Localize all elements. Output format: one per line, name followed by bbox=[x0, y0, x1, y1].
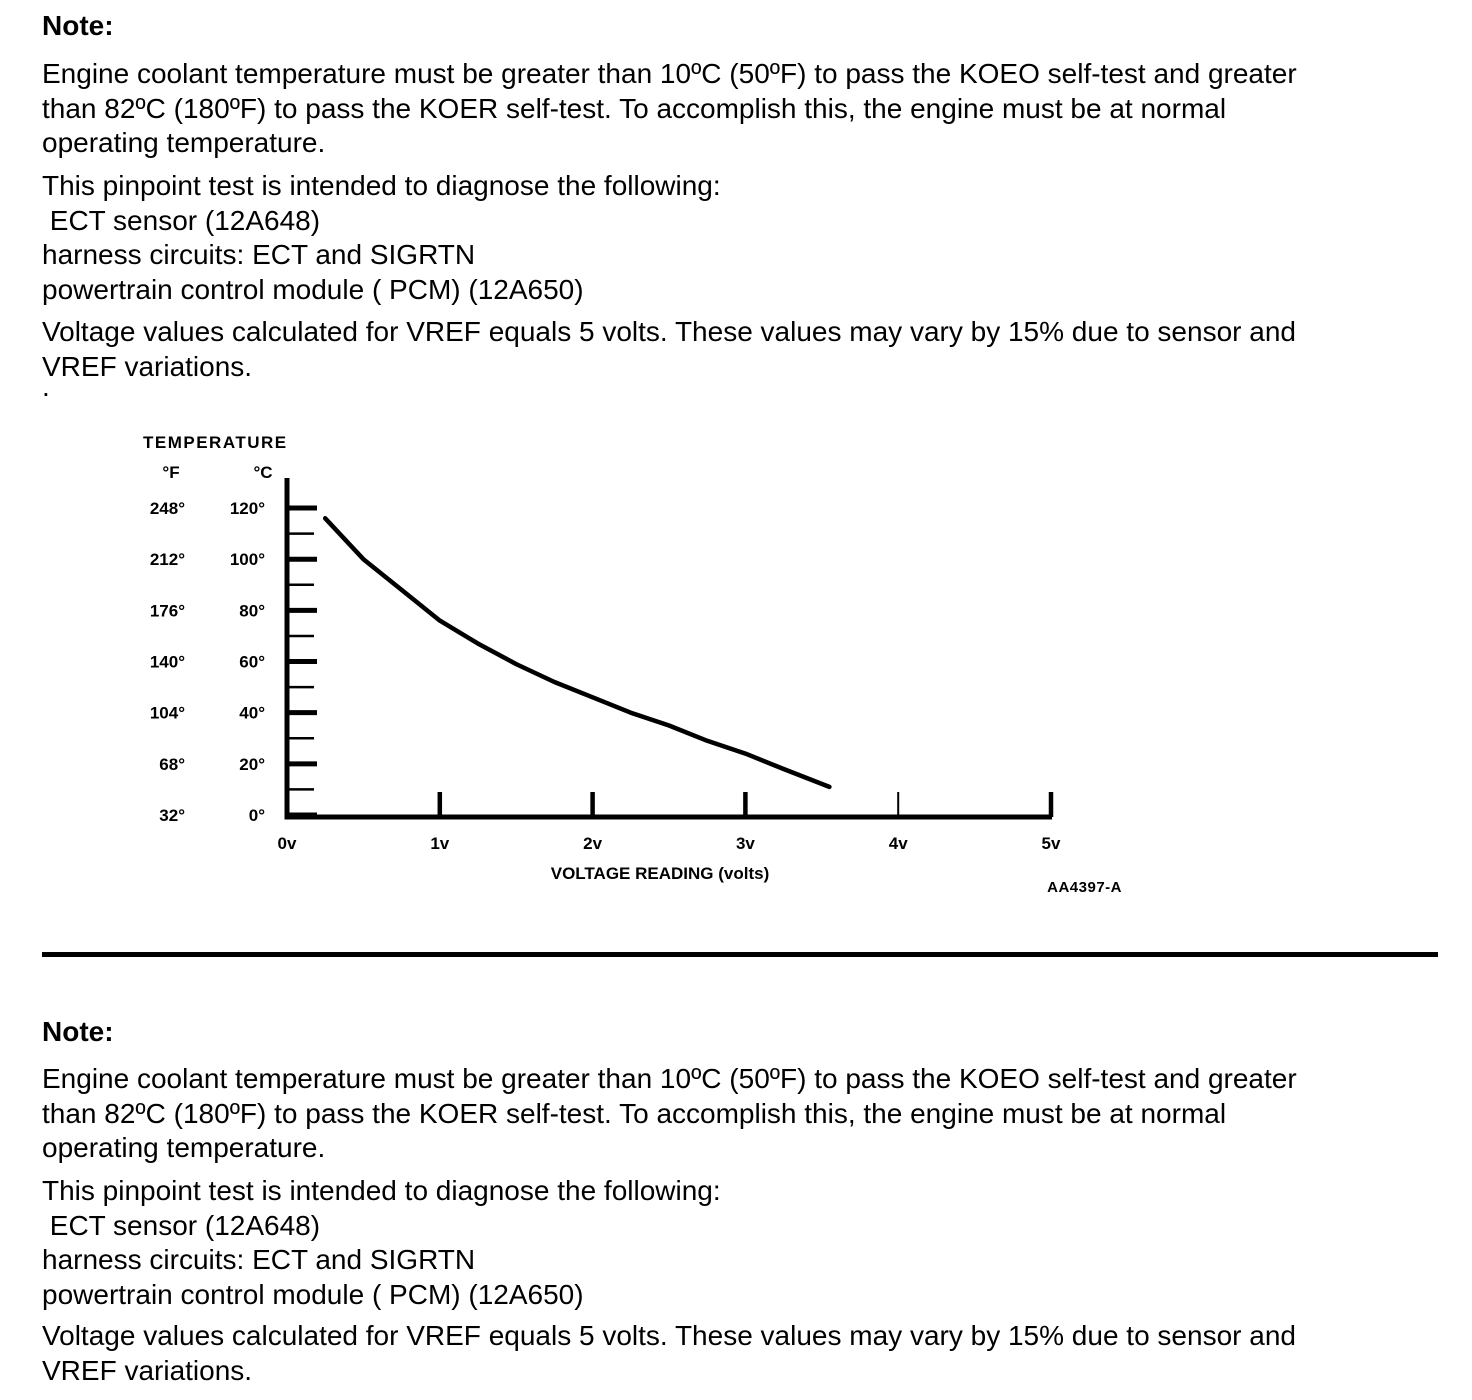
x-tick-label: 5v bbox=[1042, 834, 1061, 853]
y-tick-label-fahrenheit: 176° bbox=[150, 601, 185, 620]
stray-period-mark: . bbox=[42, 371, 50, 402]
x-tick-label: 0v bbox=[278, 834, 297, 853]
y-tick-label-celsius: 100° bbox=[230, 550, 265, 569]
y-axis-header-celsius: °C bbox=[253, 463, 272, 482]
ect-response-curve bbox=[322, 516, 832, 790]
paragraph-line: operating temperature. bbox=[42, 127, 326, 158]
y-tick-label-fahrenheit: 248° bbox=[150, 499, 185, 518]
x-axis-title: VOLTAGE READING (volts) bbox=[551, 864, 770, 883]
y-tick-label-celsius: 60° bbox=[239, 653, 265, 672]
paragraph-line: Voltage values calculated for VREF equal… bbox=[42, 316, 1296, 347]
y-tick-label-fahrenheit: 140° bbox=[150, 653, 185, 672]
paragraph-line: powertrain control module ( PCM) (12A650… bbox=[42, 273, 584, 305]
chart-title: TEMPERATURE bbox=[143, 433, 288, 452]
paragraph-line: operating temperature. bbox=[42, 1132, 326, 1163]
paragraph-line: harness circuits: ECT and SIGRTN bbox=[42, 1244, 476, 1275]
y-tick-label-celsius: 40° bbox=[239, 704, 265, 723]
note-paragraph-diagnose: This pinpoint test is intended to diagno… bbox=[42, 169, 1442, 307]
y-tick-label-fahrenheit: 68° bbox=[159, 755, 185, 774]
y-tick-label-celsius: 20° bbox=[239, 755, 265, 774]
paragraph-line: Voltage values calculated for VREF equal… bbox=[42, 1320, 1296, 1351]
x-tick-label: 4v bbox=[889, 834, 908, 853]
paragraph-line: than 82ºC (180ºF) to pass the KOER self-… bbox=[42, 92, 1227, 124]
y-tick-label-celsius: 120° bbox=[230, 499, 265, 518]
paragraph-line: This pinpoint test is intended to diagno… bbox=[42, 170, 721, 201]
paragraph-line: Engine coolant temperature must be great… bbox=[42, 1063, 1297, 1094]
x-tick-label: 3v bbox=[736, 834, 755, 853]
figure-code: AA4397-A bbox=[1047, 879, 1122, 896]
paragraph-line: harness circuits: ECT and SIGRTN bbox=[42, 239, 476, 270]
paragraph-line: Engine coolant temperature must be great… bbox=[42, 58, 1297, 89]
y-tick-label-fahrenheit: 104° bbox=[150, 704, 185, 723]
note-heading: Note: bbox=[42, 1016, 114, 1047]
paragraph-line: VREF variations. bbox=[42, 350, 253, 382]
paragraph-line: ECT sensor (12A648) bbox=[42, 204, 321, 236]
paragraph-line: ECT sensor (12A648) bbox=[42, 1209, 321, 1241]
section-divider bbox=[42, 952, 1438, 957]
y-tick-label-celsius: 0° bbox=[249, 806, 265, 825]
paragraph-line: powertrain control module ( PCM) (12A650… bbox=[42, 1278, 584, 1310]
y-tick-label-fahrenheit: 212° bbox=[150, 550, 185, 569]
y-axis-header-fahrenheit: °F bbox=[162, 463, 179, 482]
x-tick-label: 1v bbox=[430, 834, 449, 853]
note-paragraph-vref: Voltage values calculated for VREF equal… bbox=[42, 315, 1442, 384]
y-tick-label-celsius: 80° bbox=[239, 601, 265, 620]
note-paragraph-coolant: Engine coolant temperature must be great… bbox=[42, 57, 1442, 161]
x-tick-label: 2v bbox=[583, 834, 602, 853]
y-tick-label-fahrenheit: 32° bbox=[159, 806, 185, 825]
note-paragraph-diagnose: This pinpoint test is intended to diagno… bbox=[42, 1174, 1442, 1312]
note-heading: Note: bbox=[42, 10, 114, 41]
paragraph-line: VREF variations. bbox=[42, 1354, 253, 1386]
paragraph-line: than 82ºC (180ºF) to pass the KOER self-… bbox=[42, 1097, 1227, 1129]
note-paragraph-coolant: Engine coolant temperature must be great… bbox=[42, 1062, 1442, 1166]
ect-voltage-temperature-chart: TEMPERATURE °F °C 248° 120° 212° 100° 176° 80° 14… bbox=[143, 433, 1122, 896]
paragraph-line: This pinpoint test is intended to diagno… bbox=[42, 1175, 721, 1206]
note-paragraph-vref: Voltage values calculated for VREF equal… bbox=[42, 1319, 1442, 1388]
